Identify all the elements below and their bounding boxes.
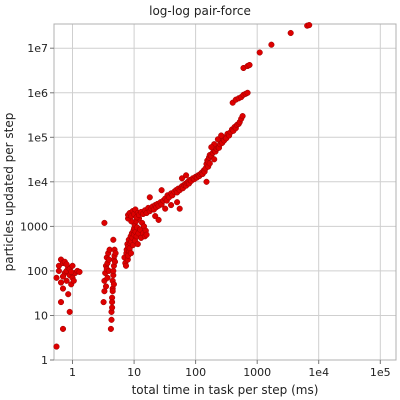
plot-frame <box>53 23 397 361</box>
data-point <box>63 277 70 284</box>
data-point <box>70 277 77 284</box>
data-point <box>246 61 253 69</box>
data-point <box>53 343 60 350</box>
data-point <box>134 241 141 248</box>
data-point <box>174 199 181 206</box>
data-point <box>214 136 221 143</box>
x-tick-label: 1 <box>69 366 76 379</box>
chart-title: log-log pair-force <box>149 4 251 18</box>
data-point <box>218 132 225 139</box>
data-point <box>110 281 117 288</box>
data-points <box>53 22 313 350</box>
y-tick-label: 10 <box>34 310 48 323</box>
y-tick-label: 1e4 <box>27 176 48 189</box>
data-point <box>162 205 169 212</box>
data-point <box>146 194 153 201</box>
data-point <box>168 202 175 209</box>
data-point <box>76 268 83 275</box>
data-point <box>244 89 251 96</box>
data-point <box>101 219 108 226</box>
data-point <box>208 144 215 151</box>
x-tick-label: 1e5 <box>370 366 391 379</box>
data-point <box>143 231 150 238</box>
data-point <box>122 262 130 269</box>
data-point <box>59 273 67 280</box>
data-point <box>107 325 114 332</box>
x-tick-label: 1e4 <box>308 366 329 379</box>
y-tick-label: 1e5 <box>27 131 48 144</box>
data-point <box>63 261 70 268</box>
data-point <box>57 279 65 286</box>
x-axis-label: total time in task per step (ms) <box>132 383 319 397</box>
data-point <box>178 175 186 182</box>
data-point <box>155 216 162 223</box>
data-point <box>112 250 119 257</box>
data-point <box>110 236 117 243</box>
data-point <box>203 178 210 185</box>
data-point <box>53 274 60 281</box>
data-point <box>109 288 116 295</box>
data-point <box>57 299 65 306</box>
data-point <box>268 41 275 48</box>
y-tick-label: 1000 <box>20 220 48 233</box>
data-point <box>109 304 116 311</box>
data-point <box>158 187 165 194</box>
data-point <box>59 325 67 332</box>
data-point <box>256 49 263 56</box>
data-point <box>111 258 119 265</box>
x-tick-label: 10 <box>127 366 141 379</box>
data-point <box>239 113 246 120</box>
data-point <box>104 274 111 281</box>
data-point <box>108 316 115 323</box>
y-tick-label: 100 <box>27 265 48 278</box>
data-point <box>65 291 72 298</box>
data-point <box>183 172 190 179</box>
data-point <box>55 267 62 274</box>
data-point <box>127 250 135 257</box>
data-point <box>66 308 73 315</box>
x-tick-label: 1000 <box>243 366 271 379</box>
data-point <box>102 283 110 290</box>
y-tick-label: 1e7 <box>27 42 48 55</box>
data-point <box>68 268 75 275</box>
data-point <box>109 299 116 306</box>
grid-lines <box>54 24 396 361</box>
data-point <box>287 29 294 37</box>
data-point <box>206 160 213 167</box>
data-point <box>100 299 107 306</box>
axis-ticks: 1 10 100 1000 1e4 1e5 1 10 100 1000 1e4 1e5 1e6 1e7 <box>20 42 391 379</box>
y-axis-label: particles updated per step <box>2 113 16 272</box>
data-point <box>306 22 313 29</box>
y-tick-label: 1 <box>41 354 48 367</box>
data-point <box>176 205 183 212</box>
y-tick-label: 1e6 <box>27 87 48 100</box>
data-point <box>69 262 76 269</box>
data-point <box>152 213 159 220</box>
data-point <box>59 285 67 292</box>
data-point <box>211 156 218 163</box>
x-tick-label: 100 <box>185 366 206 379</box>
data-point <box>110 267 117 274</box>
